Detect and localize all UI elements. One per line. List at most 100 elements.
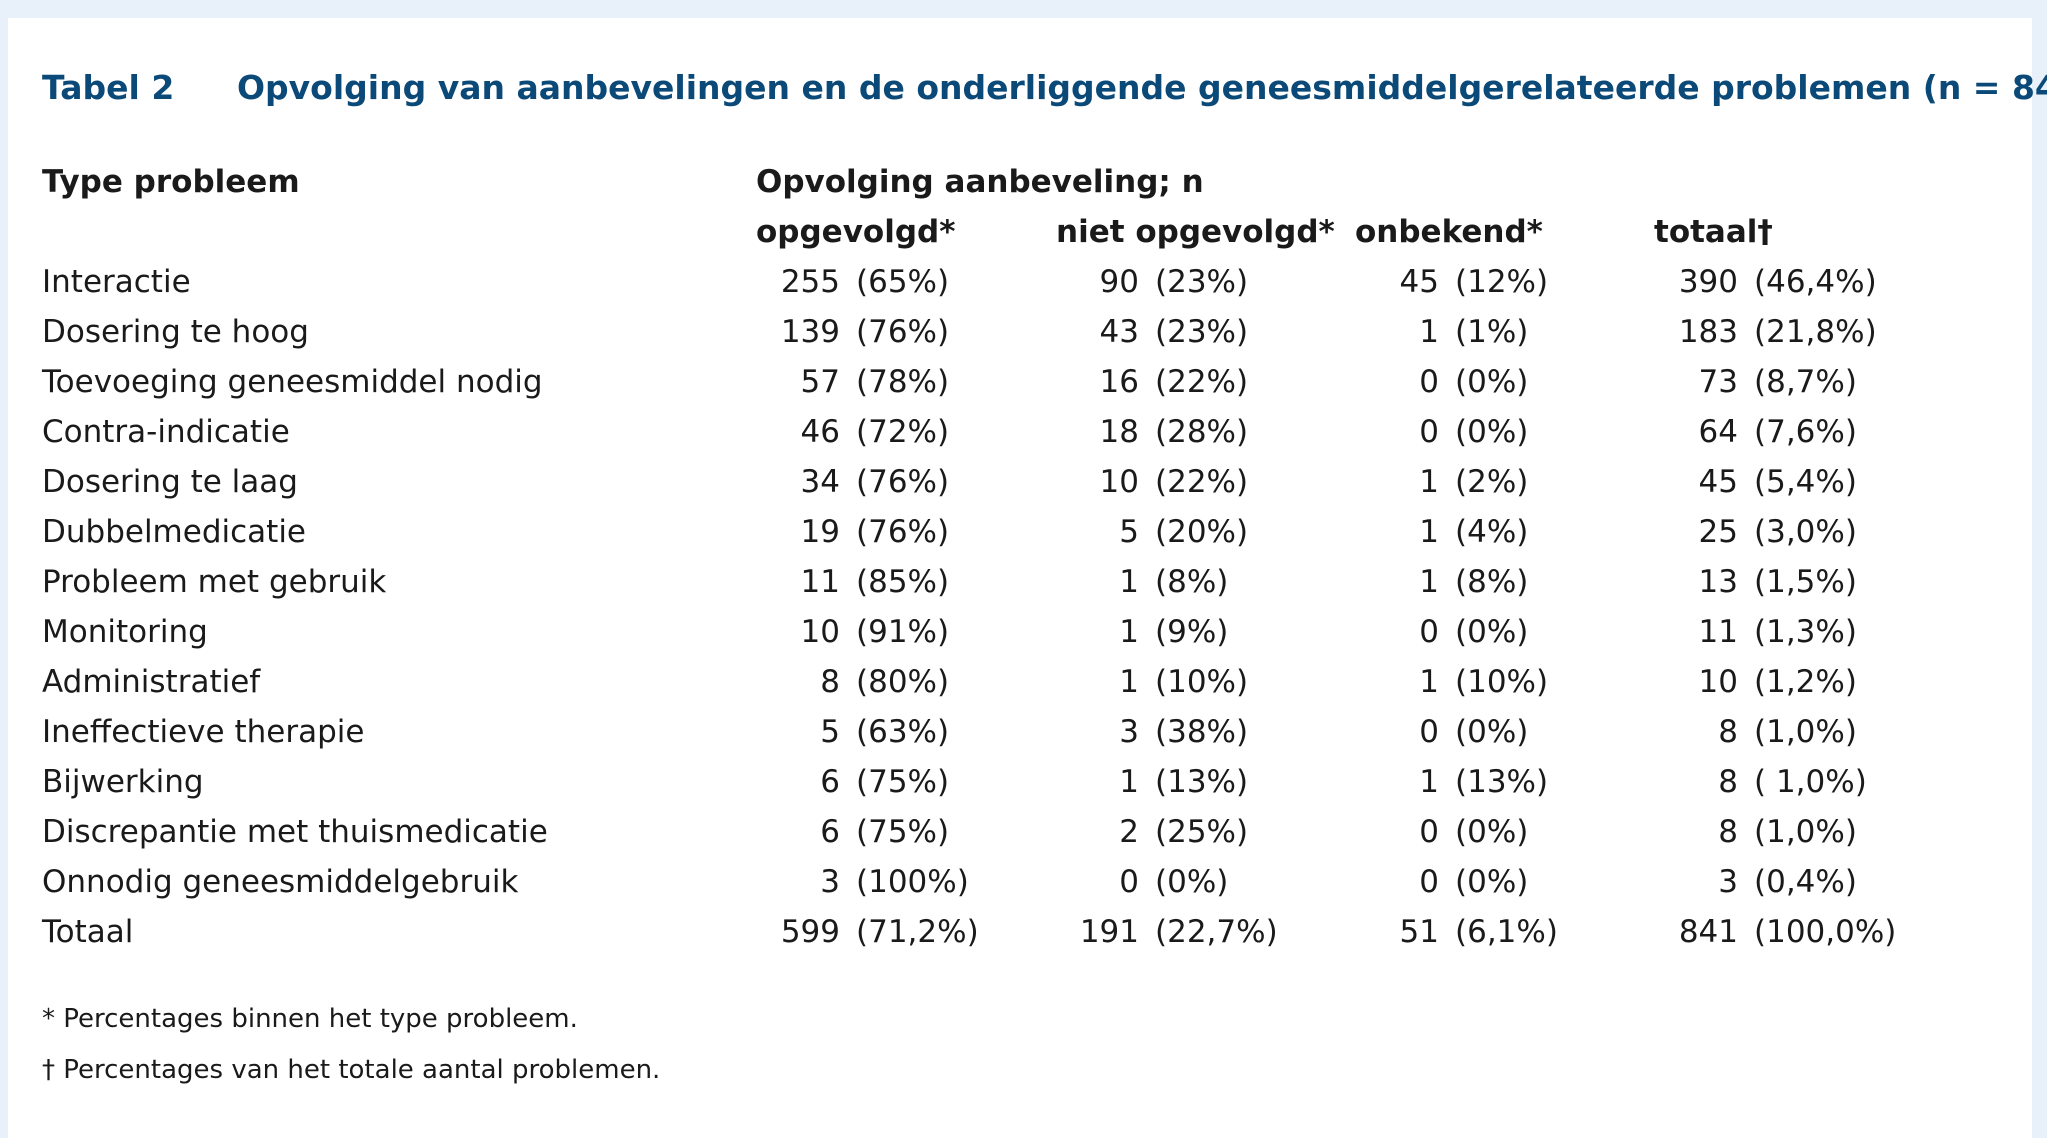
table-row: Totaal 599 (71,2%) 191 (22,7%) 51 (6,1%) 841 (10… [8, 907, 2032, 957]
cell-not-followed-percent: (0%) [1155, 864, 1229, 900]
cell-not-followed-count: 5 [1119, 514, 1139, 550]
row-label: Bijwerking [42, 764, 204, 800]
table-row: Toevoeging geneesmiddel nodig 57 (78%) 16 (2… [8, 357, 2032, 407]
cell-followed-count: 57 [800, 364, 840, 400]
cell-total-count: 10 [1698, 664, 1738, 700]
cell-followed-percent: (91%) [856, 614, 950, 650]
header-type-problem: Type probleem [42, 164, 300, 200]
footnote-asterisk: * Percentages binnen het type probleem. [42, 1004, 578, 1034]
table-row: Interactie 255 (65%) 90 (23%) 45 (12%) 390 (46,4… [8, 257, 2032, 307]
cell-followed-count: 10 [800, 614, 840, 650]
row-label: Administratief [42, 664, 261, 700]
cell-not-followed-percent: (28%) [1155, 414, 1249, 450]
cell-followed-percent: (85%) [856, 564, 950, 600]
cell-not-followed-percent: (20%) [1155, 514, 1249, 550]
header-group: Opvolging aanbeveling; n [756, 164, 1204, 200]
cell-total-percent: (7,6%) [1754, 414, 1857, 450]
table-row: Ineffectieve therapie 5 (63%) 3 (38%) 0 (0%) 8 (… [8, 707, 2032, 757]
cell-not-followed-count: 90 [1099, 264, 1139, 300]
cell-unknown-count: 51 [1399, 914, 1439, 950]
cell-total-count: 8 [1718, 714, 1738, 750]
cell-unknown-count: 0 [1419, 364, 1439, 400]
cell-not-followed-percent: (38%) [1155, 714, 1249, 750]
cell-unknown-percent: (0%) [1455, 814, 1529, 850]
cell-followed-count: 6 [820, 814, 840, 850]
table-row: Bijwerking 6 (75%) 1 (13%) 1 (13%) 8 ( 1,0%) [8, 757, 2032, 807]
cell-followed-count: 5 [820, 714, 840, 750]
cell-unknown-percent: (2%) [1455, 464, 1529, 500]
cell-not-followed-percent: (23%) [1155, 314, 1249, 350]
cell-total-percent: (21,8%) [1754, 314, 1877, 350]
cell-not-followed-percent: (22%) [1155, 464, 1249, 500]
cell-not-followed-percent: (9%) [1155, 614, 1229, 650]
cell-unknown-count: 1 [1419, 314, 1439, 350]
cell-not-followed-count: 0 [1119, 864, 1139, 900]
row-label: Dosering te laag [42, 464, 298, 500]
cell-not-followed-count: 1 [1119, 564, 1139, 600]
cell-not-followed-count: 10 [1099, 464, 1139, 500]
cell-total-percent: (5,4%) [1754, 464, 1857, 500]
cell-not-followed-count: 191 [1079, 914, 1139, 950]
table-row: Contra-indicatie 46 (72%) 18 (28%) 0 (0%) 64 (7,… [8, 407, 2032, 457]
row-label: Ineffectieve therapie [42, 714, 365, 750]
cell-total-percent: ( 1,0%) [1754, 764, 1867, 800]
table-panel: Tabel 2 Opvolging van aanbevelingen en d… [8, 18, 2047, 1138]
row-label: Dosering te hoog [42, 314, 309, 350]
cell-not-followed-count: 2 [1119, 814, 1139, 850]
cell-unknown-count: 0 [1419, 614, 1439, 650]
cell-not-followed-percent: (23%) [1155, 264, 1249, 300]
cell-total-count: 8 [1718, 764, 1738, 800]
cell-unknown-count: 1 [1419, 764, 1439, 800]
header-row-1: Type probleem Opvolging aanbeveling; n [8, 157, 2032, 207]
cell-unknown-count: 45 [1399, 264, 1439, 300]
cell-followed-count: 19 [800, 514, 840, 550]
cell-followed-percent: (76%) [856, 464, 950, 500]
cell-unknown-percent: (6,1%) [1455, 914, 1558, 950]
cell-not-followed-count: 16 [1099, 364, 1139, 400]
cell-unknown-percent: (0%) [1455, 864, 1529, 900]
cell-unknown-count: 0 [1419, 414, 1439, 450]
cell-followed-percent: (76%) [856, 514, 950, 550]
cell-total-percent: (0,4%) [1754, 864, 1857, 900]
cell-not-followed-count: 1 [1119, 764, 1139, 800]
cell-total-percent: (8,7%) [1754, 364, 1857, 400]
cell-followed-count: 139 [780, 314, 840, 350]
cell-not-followed-percent: (22%) [1155, 364, 1249, 400]
cell-unknown-count: 1 [1419, 514, 1439, 550]
row-label: Dubbelmedicatie [42, 514, 306, 550]
cell-not-followed-count: 1 [1119, 614, 1139, 650]
cell-total-percent: (1,3%) [1754, 614, 1857, 650]
cell-unknown-count: 0 [1419, 864, 1439, 900]
cell-followed-count: 11 [800, 564, 840, 600]
cell-followed-count: 34 [800, 464, 840, 500]
table-row: Dosering te hoog 139 (76%) 43 (23%) 1 (1%) 183 (… [8, 307, 2032, 357]
table-row: Probleem met gebruik 11 (85%) 1 (8%) 1 (8%) 13 (… [8, 557, 2032, 607]
row-label: Discrepantie met thuismedicatie [42, 814, 548, 850]
cell-total-count: 73 [1698, 364, 1738, 400]
cell-unknown-percent: (1%) [1455, 314, 1529, 350]
header-row-2: opgevolgd* niet opgevolgd* onbekend* tot… [8, 207, 2032, 257]
table-row: Monitoring 10 (91%) 1 (9%) 0 (0%) 11 (1,3%) [8, 607, 2032, 657]
cell-total-percent: (1,0%) [1754, 714, 1857, 750]
cell-unknown-count: 1 [1419, 564, 1439, 600]
cell-followed-percent: (100%) [856, 864, 969, 900]
cell-unknown-count: 1 [1419, 464, 1439, 500]
cell-followed-percent: (78%) [856, 364, 950, 400]
cell-unknown-percent: (0%) [1455, 714, 1529, 750]
row-label: Monitoring [42, 614, 208, 650]
cell-not-followed-percent: (13%) [1155, 764, 1249, 800]
cell-unknown-percent: (0%) [1455, 614, 1529, 650]
cell-unknown-percent: (10%) [1455, 664, 1549, 700]
header-col-total: totaal† [1654, 214, 1773, 250]
cell-total-count: 183 [1678, 314, 1738, 350]
cell-total-count: 13 [1698, 564, 1738, 600]
footnote-dagger: † Percentages van het totale aantal prob… [42, 1055, 661, 1085]
header-col-followed: opgevolgd* [756, 214, 956, 250]
cell-unknown-percent: (12%) [1455, 264, 1549, 300]
cell-total-count: 11 [1698, 614, 1738, 650]
cell-unknown-percent: (0%) [1455, 414, 1529, 450]
cell-followed-percent: (80%) [856, 664, 950, 700]
cell-unknown-percent: (4%) [1455, 514, 1529, 550]
table-row: Dubbelmedicatie 19 (76%) 5 (20%) 1 (4%) 25 (3,0%… [8, 507, 2032, 557]
cell-unknown-count: 0 [1419, 814, 1439, 850]
